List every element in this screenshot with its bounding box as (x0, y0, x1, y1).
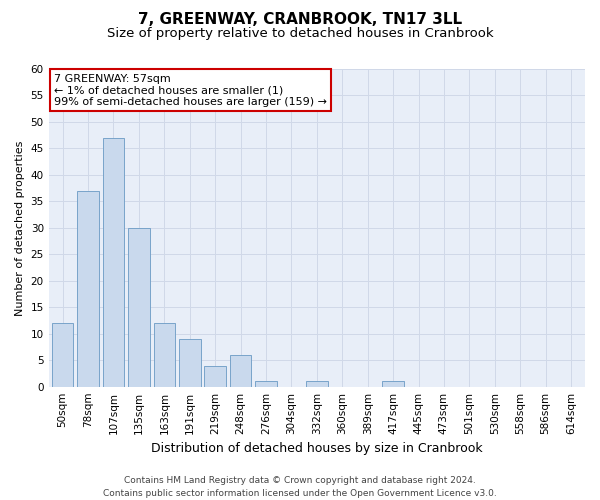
Bar (154, 323, 175, 386)
Y-axis label: Number of detached properties: Number of detached properties (15, 140, 25, 316)
Text: 7, GREENWAY, CRANBROOK, TN17 3LL: 7, GREENWAY, CRANBROOK, TN17 3LL (138, 12, 462, 28)
Bar (77, 191, 99, 386)
Text: 7 GREENWAY: 57sqm
← 1% of detached houses are smaller (1)
99% of semi-detached h: 7 GREENWAY: 57sqm ← 1% of detached house… (54, 74, 327, 107)
Bar (306, 382, 328, 386)
Bar (128, 228, 150, 386)
Bar (205, 366, 226, 386)
Bar (230, 355, 251, 386)
Text: Size of property relative to detached houses in Cranbrook: Size of property relative to detached ho… (107, 28, 493, 40)
Bar (255, 382, 277, 386)
Bar (103, 138, 124, 386)
Bar (179, 339, 200, 386)
X-axis label: Distribution of detached houses by size in Cranbrook: Distribution of detached houses by size … (151, 442, 482, 455)
Text: Contains HM Land Registry data © Crown copyright and database right 2024.
Contai: Contains HM Land Registry data © Crown c… (103, 476, 497, 498)
Bar (382, 382, 404, 386)
Bar (52, 323, 73, 386)
